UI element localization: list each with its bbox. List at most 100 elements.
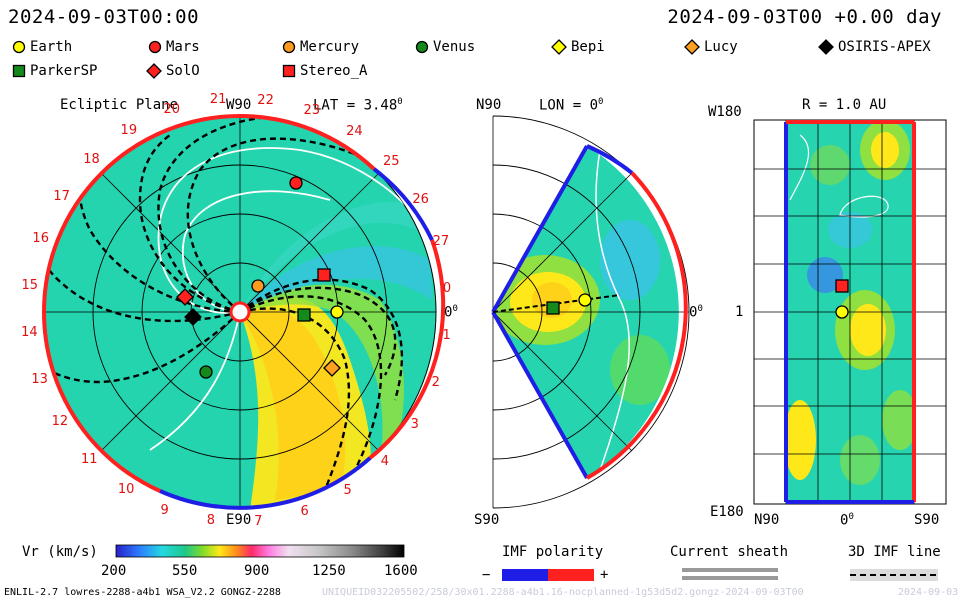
legend-label: SolO [166, 63, 200, 79]
colorbar-tick-1600: 1600 [384, 563, 418, 579]
carrington-label: 14 [21, 325, 38, 341]
ecliptic-plane-plot [41, 113, 446, 510]
earth-marker-icon [12, 40, 26, 54]
carrington-label: 5 [343, 483, 352, 499]
footer-date: 2024-09-03 [898, 587, 959, 598]
imf-polarity-label: IMF polarity [502, 544, 604, 560]
carrington-label: 9 [160, 502, 169, 518]
meridional-right-label: 00 [689, 304, 703, 321]
carrington-label: 4 [380, 454, 390, 470]
shell-title: R = 1.0 AU [802, 97, 887, 113]
legend-venus: Venus [415, 39, 475, 55]
venus-marker-icon [415, 40, 429, 54]
legend-stereo-a: Stereo_A [282, 63, 367, 79]
mars-marker [289, 176, 303, 190]
meridional-plane-plot [491, 115, 690, 509]
carrington-label: 2 [431, 374, 440, 390]
ecliptic-bottom-label: E90 [226, 512, 252, 528]
carrington-label: 3 [410, 417, 419, 433]
current-sheath-label: Current sheath [670, 544, 789, 560]
carrington-label: 13 [31, 371, 48, 387]
shell-mid-label: 1 [735, 304, 744, 320]
parkersp-marker-icon [12, 64, 26, 78]
legend-label: Stereo_A [300, 63, 368, 79]
colorbar-tick-200: 200 [101, 563, 127, 579]
legend-parkersp: ParkerSP [12, 63, 97, 79]
mercury-marker-icon [282, 40, 296, 54]
meridional-title: LON = 00 [539, 97, 604, 114]
lucy-marker [323, 359, 341, 377]
stereo-a-shell-marker [835, 279, 849, 293]
carrington-label: 18 [83, 151, 100, 167]
parkersp-meridional-marker [546, 301, 560, 315]
imf-polarity-negative-swatch [502, 569, 548, 581]
carrington-label: 15 [21, 277, 39, 293]
bepi-marker-icon [551, 39, 567, 55]
earth-shell-marker [835, 305, 849, 319]
solo-marker-icon [146, 63, 162, 79]
imf-line-swatch [850, 569, 938, 581]
carrington-label: 10 [117, 481, 135, 497]
current-sheath-swatch [682, 568, 778, 580]
carrington-label: 7 [254, 513, 263, 529]
lucy-marker-icon [684, 39, 700, 55]
timestamp-left: 2024-09-03T00:00 [8, 6, 200, 28]
shell-x-mid-label: 00 [840, 512, 854, 529]
carrington-label: 27 [432, 234, 450, 250]
carrington-label: 22 [257, 92, 274, 108]
legend-lucy: Lucy [684, 39, 738, 55]
legend-label: Bepi [571, 39, 605, 55]
meridional-bottom-label: S90 [474, 512, 500, 528]
imf-polarity-positive-swatch [548, 569, 594, 581]
carrington-label: 19 [120, 122, 138, 138]
carrington-label: 21 [209, 92, 227, 108]
ecliptic-top-label: W90 [226, 97, 252, 113]
osiris-apex-marker-icon [818, 39, 834, 55]
earth-meridional-marker [578, 293, 592, 307]
carrington-label: 26 [412, 191, 429, 207]
legend-solo: SolO [146, 63, 200, 79]
colorbar-label: Vr (km/s) [22, 544, 98, 560]
carrington-label: 12 [51, 414, 69, 430]
imf-plus-label: + [600, 567, 609, 583]
legend-label: Venus [433, 39, 476, 55]
colorbar-tick-1250: 1250 [312, 563, 346, 579]
carrington-label: 1 [442, 328, 451, 344]
stereo-a-marker [317, 268, 331, 282]
shell-x-right-label: S90 [914, 512, 940, 528]
ecliptic-title: Ecliptic Plane [60, 97, 179, 113]
mercury-marker [251, 279, 265, 293]
shell-1au-plot [753, 119, 947, 505]
legend-label: Earth [30, 39, 73, 55]
ecliptic-right-label: 00 [444, 304, 458, 321]
colorbar-tick-900: 900 [244, 563, 270, 579]
mars-marker-icon [148, 40, 162, 54]
ecliptic-lat-label: LAT = 3.480 [313, 97, 403, 114]
legend-label: ParkerSP [30, 63, 98, 79]
timestamp-right: 2024-09-03T00 +0.00 day [667, 6, 942, 28]
legend-label: Mars [166, 39, 200, 55]
stereo-a-marker-icon [282, 64, 296, 78]
meridional-top-label: N90 [476, 97, 502, 113]
footer-run-id: UNIQUEID032205502/258/30x01.2288-a4b1.16… [322, 587, 804, 598]
shell-bottom-label: E180 [710, 504, 744, 520]
colorbar [115, 544, 405, 558]
carrington-label: 23 [303, 103, 321, 119]
footer-model-info: ENLIL-2.7 lowres-2288-a4b1 WSA_V2.2 GONG… [4, 587, 281, 598]
carrington-label: 6 [300, 503, 309, 519]
colorbar-tick-550: 550 [172, 563, 198, 579]
carrington-label: 16 [32, 231, 49, 247]
shell-x-left-label: N90 [754, 512, 780, 528]
legend-mercury: Mercury [282, 39, 359, 55]
imf-line-label: 3D IMF line [848, 544, 941, 560]
carrington-label: 8 [206, 513, 215, 529]
shell-top-label: W180 [708, 104, 742, 120]
carrington-label: 20 [163, 102, 181, 118]
legend-mars: Mars [148, 39, 200, 55]
solo-marker [176, 288, 194, 306]
venus-marker [199, 365, 213, 379]
legend-earth: Earth [12, 39, 72, 55]
carrington-label: 17 [53, 188, 70, 204]
carrington-label: 25 [383, 154, 400, 170]
